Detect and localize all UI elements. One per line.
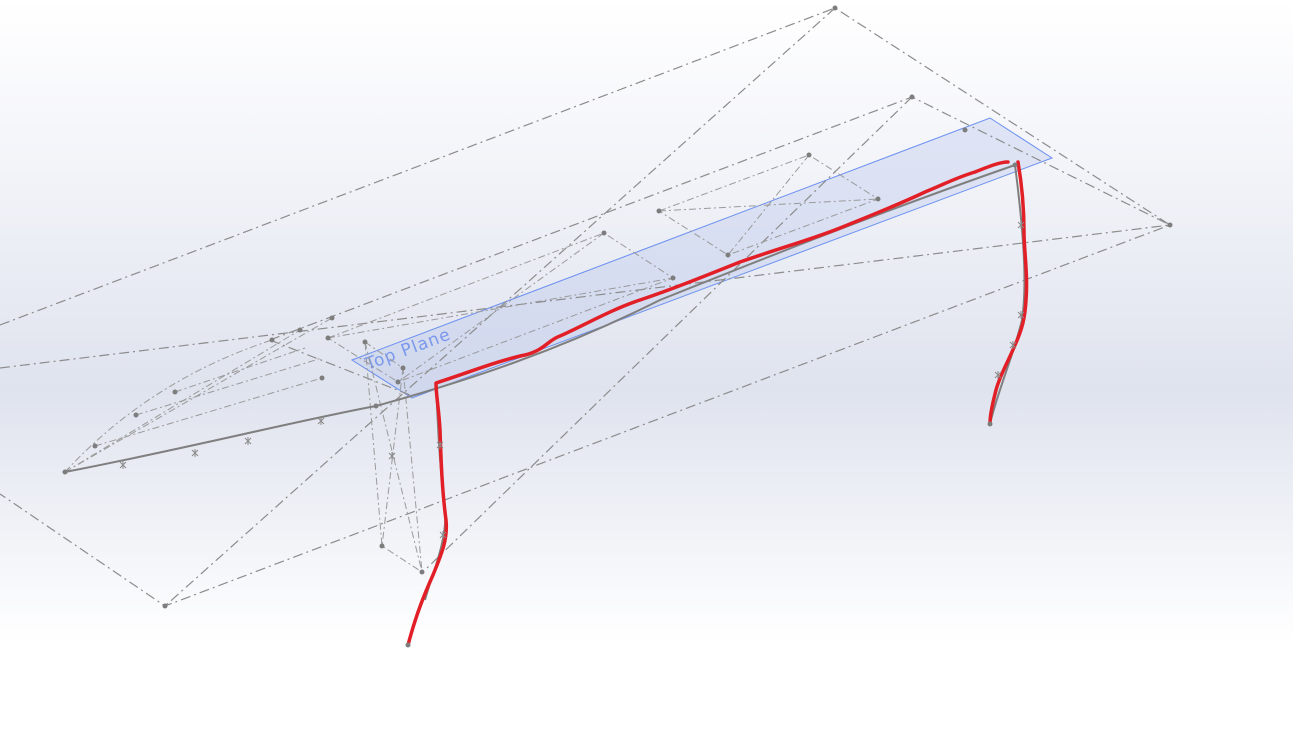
sketch-path-gray[interactable] [64, 164, 1026, 601]
spline-point-markers [119, 221, 1025, 539]
top-plane[interactable]: Top Plane [350, 117, 1054, 399]
construction-outline-medium [269, 96, 1171, 571]
construction-outline-large [0, 7, 1172, 607]
sketch-vertices[interactable] [62, 5, 1173, 648]
top-plane-outline[interactable] [350, 117, 1054, 399]
construction-leaf-left [64, 317, 333, 473]
